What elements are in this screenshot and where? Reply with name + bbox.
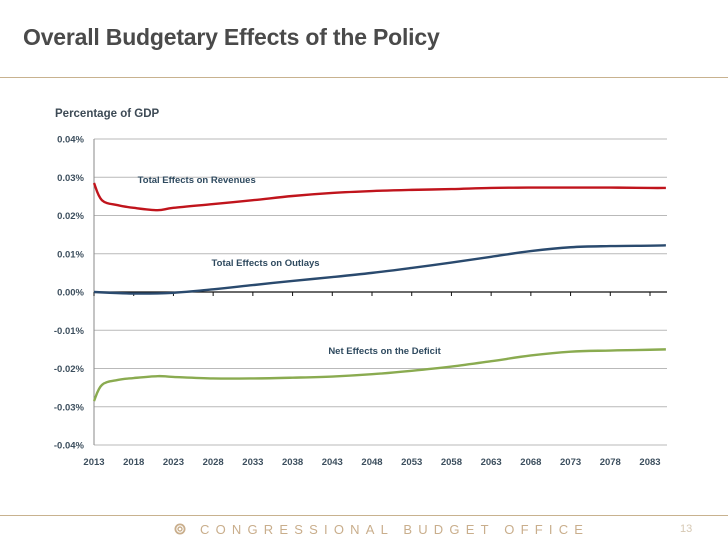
y-tick-label: -0.04% (54, 441, 85, 452)
series-labels: Total Effects on Revenues Total Effects o… (138, 175, 442, 357)
x-tick-label: 2048 (361, 457, 382, 468)
y-tick-label: -0.03% (54, 402, 85, 413)
x-tick-label: 2073 (560, 457, 581, 468)
x-tick-label: 2033 (242, 457, 263, 468)
x-tick-label: 2023 (163, 457, 184, 468)
x-tick-label: 2013 (83, 457, 104, 468)
series-line-total-effects-on-outlays (93, 244, 666, 295)
y-tick-label: 0.00% (57, 288, 84, 299)
x-tick-label: 2018 (123, 457, 144, 468)
y-tick-labels: 0.04% 0.03% 0.02% 0.01% 0.00% -0.01% -0.02% -0.… (54, 135, 85, 452)
x-tick-label: 2083 (639, 457, 660, 468)
y-tick-label: 0.04% (57, 135, 84, 146)
y-tick-label: 0.02% (57, 211, 84, 222)
series-label-total-effects-on-revenues: Total Effects on Revenues (138, 175, 256, 186)
page-number: 13 (680, 523, 693, 535)
x-tick-label: 2058 (441, 457, 462, 468)
series-label-total-effects-on-outlays: Total Effects on Outlays (212, 258, 320, 269)
x-tick-label: 2053 (401, 457, 422, 468)
x-tick-label: 2078 (600, 457, 621, 468)
footer-organization: CONGRESSIONAL BUDGET OFFICE (200, 522, 590, 537)
y-tick-label: 0.03% (57, 173, 84, 184)
x-tick-label: 2068 (520, 457, 541, 468)
series-line-total-effects-on-revenues (92, 182, 666, 212)
x-tick-labels: 2013 2018 2023 2028 2033 2038 2043 2048 2053 2058… (83, 457, 660, 468)
gridlines (94, 138, 667, 446)
title-divider (0, 77, 728, 78)
footer-divider (0, 515, 728, 516)
series-label-net-effects-on-the-deficit: Net Effects on the Deficit (328, 346, 441, 357)
x-tick-label: 2043 (322, 457, 343, 468)
y-tick-label: -0.01% (54, 326, 85, 337)
cbo-seal-icon (174, 523, 186, 535)
x-tick-label: 2038 (282, 457, 303, 468)
x-tick-label: 2028 (203, 457, 224, 468)
x-tick-label: 2063 (481, 457, 502, 468)
y-axis-title: Percentage of GDP (55, 108, 159, 120)
series-lines (92, 182, 666, 402)
y-tick-label: 0.01% (57, 249, 84, 260)
slide-title: Overall Budgetary Effects of the Policy (23, 24, 440, 50)
y-tick-label: -0.02% (54, 364, 85, 375)
series-line-net-effects-on-the-deficit (92, 348, 666, 402)
